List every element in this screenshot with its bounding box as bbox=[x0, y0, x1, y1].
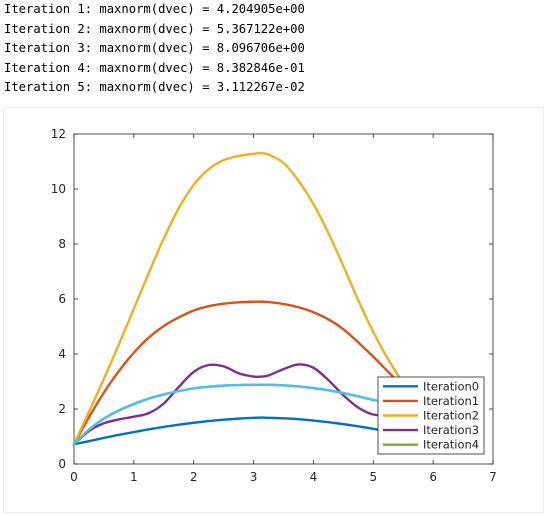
y-tick-label: 12 bbox=[51, 127, 66, 141]
console-line: Iteration 2: maxnorm(dvec) = 5.367122e+0… bbox=[4, 21, 305, 36]
x-tick-label: 1 bbox=[130, 470, 138, 484]
legend-label: Iteration1 bbox=[423, 394, 479, 408]
console-line: Iteration 3: maxnorm(dvec) = 8.096706e+0… bbox=[4, 41, 305, 55]
series-line-3 bbox=[72, 363, 420, 446]
series-line-5 bbox=[72, 383, 420, 446]
y-tick-label: 8 bbox=[58, 237, 66, 251]
x-tick-label: 6 bbox=[429, 470, 437, 484]
x-tick-label: 2 bbox=[190, 470, 198, 484]
y-tick-label: 10 bbox=[51, 182, 66, 196]
console-line: Iteration 1: maxnorm(dvec) = 4.204905e+0… bbox=[4, 2, 305, 16]
console-line: Iteration 4: maxnorm(dvec) = 8.382846e-0… bbox=[4, 60, 305, 75]
console-output: Iteration 1: maxnorm(dvec) = 4.204905e+0… bbox=[4, 0, 544, 98]
legend-label: Iteration0 bbox=[423, 379, 479, 393]
legend-box bbox=[377, 376, 485, 455]
x-tick-label: 7 bbox=[489, 470, 497, 484]
x-tick-label: 5 bbox=[369, 470, 377, 484]
series-line-1 bbox=[72, 300, 420, 446]
y-tick-label: 4 bbox=[58, 347, 66, 361]
legend-label: Iteration4 bbox=[423, 438, 479, 452]
x-tick-label: 3 bbox=[250, 470, 258, 484]
series-line-2 bbox=[72, 152, 420, 446]
series-line-0 bbox=[72, 416, 420, 446]
x-tick-label: 4 bbox=[310, 470, 318, 484]
x-tick-label: 0 bbox=[70, 470, 78, 484]
y-tick-label: 6 bbox=[58, 292, 66, 306]
y-tick-label: 0 bbox=[58, 457, 66, 471]
legend-label: Iteration3 bbox=[423, 423, 479, 437]
legend-label: Iteration2 bbox=[423, 409, 479, 423]
y-tick-label: 2 bbox=[58, 402, 66, 416]
console-line: Iteration 5: maxnorm(dvec) = 3.112267e-0… bbox=[4, 80, 305, 94]
